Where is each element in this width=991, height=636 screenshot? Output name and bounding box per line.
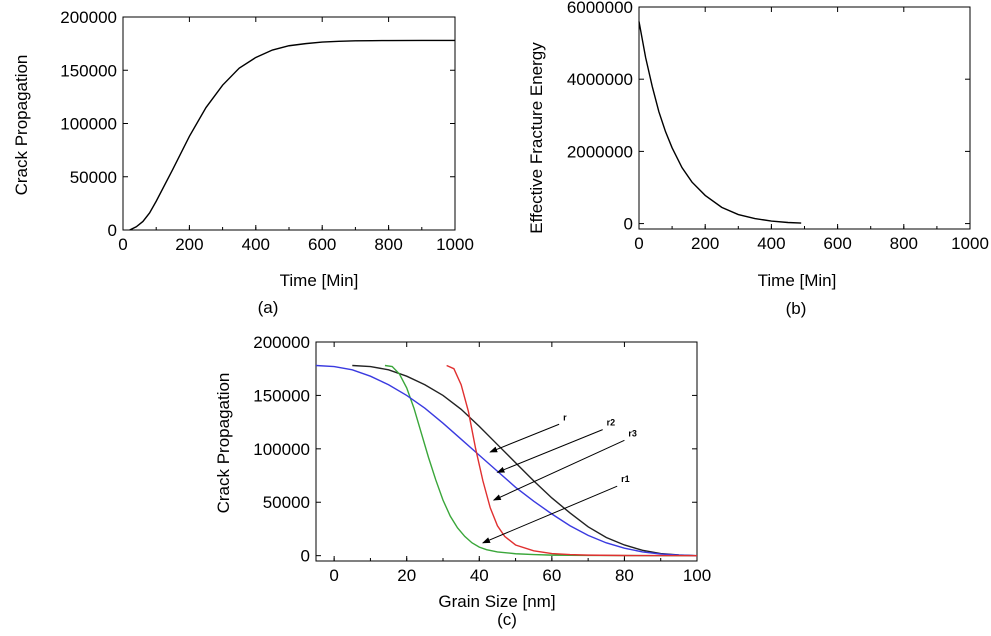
- panel-a-y-tick-label: 100000: [60, 115, 117, 134]
- panel-a-x-axis-label: Time [Min]: [280, 271, 359, 290]
- panel-a-y-tick-label: 0: [108, 221, 117, 240]
- panel-c-series: [315, 364, 698, 557]
- panel-c-y-axis-label: Crack Propagation: [214, 373, 233, 514]
- panel-a-crack-vs-time: 0 200 400 600 800 1000 0 50000 100000 150000 20000…: [12, 8, 474, 317]
- panel-c-series-r1-line: [384, 364, 698, 557]
- panel-c-y-tick-label: 200000: [253, 333, 310, 352]
- panel-c-x-tick-label: 80: [615, 566, 634, 585]
- panel-b-y-axis-label: Effective Fracture Energy: [527, 42, 546, 234]
- panel-c-y-tick-label: 100000: [253, 440, 310, 459]
- panel-c-annotation-arrow-r1: [481, 485, 618, 544]
- panel-a-plot-frame: [122, 16, 456, 231]
- panel-a-y-tick-label: 50000: [70, 168, 117, 187]
- panel-b-caption: (b): [786, 299, 807, 318]
- panel-c-y-tick-label: 50000: [263, 493, 310, 512]
- panel-c-annotation-label-r: r: [563, 412, 567, 422]
- panel-a-x-tick-label: 0: [118, 235, 127, 254]
- panel-b-x-axis-label: Time [Min]: [758, 271, 837, 290]
- panel-b-energy-vs-time: 0 200 400 600 800 10000200000040000006000000 …: [527, 0, 989, 318]
- panel-b-x-tick-label: 200: [691, 234, 719, 253]
- panel-c-series-r3-line: [446, 364, 698, 557]
- panel-c-annotations: r r2 r3 r1: [481, 412, 637, 544]
- panel-c-series-r-line: [352, 364, 698, 557]
- panel-c-crack-vs-grain-size: 0 20 40 60 80 100 0 50000 100000 150000 200000 r r2…: [214, 333, 711, 629]
- panel-a-x-tick-label: 200: [175, 235, 203, 254]
- panel-c-x-axis-label: Grain Size [nm]: [438, 592, 555, 611]
- panel-a-x-tick-label: 600: [308, 235, 336, 254]
- panel-a-caption: (a): [258, 298, 279, 317]
- panel-b-x-tick-label: 800: [890, 234, 918, 253]
- panel-c-annotation-label-r2: r2: [607, 418, 616, 428]
- panel-a-series-crack-line: [129, 39, 455, 231]
- panel-c-x-tick-label: 40: [470, 566, 489, 585]
- panel-b-x-tick-label: 0: [634, 234, 643, 253]
- panel-b-y-tick-label: 2000000: [567, 142, 633, 161]
- panel-b-y-tick-label: 0: [624, 215, 633, 234]
- panel-c-annotation-arrow-r3: [492, 439, 625, 501]
- panel-c-axis-ticks: 0 20 40 60 80 100 0 50000 100000 150000 200000: [253, 333, 711, 585]
- panel-c-plot-frame: [315, 341, 698, 562]
- panel-a-y-axis-label: Crack Propagation: [12, 55, 31, 196]
- panel-b-plot-frame: [638, 6, 971, 230]
- panel-b-x-tick-label: 600: [823, 234, 851, 253]
- panel-c-annotation-arrow-r: [489, 423, 560, 453]
- panel-b-y-tick-label: 4000000: [567, 70, 633, 89]
- panel-b-series: [638, 21, 802, 224]
- panel-b-axis-ticks: 0 200 400 600 800 1000 0 2000000 4000000 6000000: [567, 0, 989, 253]
- panel-c-caption: (c): [497, 610, 517, 629]
- panel-c-annotation-label-r3: r3: [628, 428, 637, 438]
- panel-b-series-energy-line: [638, 21, 802, 224]
- panel-c-annotation-label-r1: r1: [621, 474, 630, 484]
- panel-a-series: [129, 39, 455, 231]
- panel-c-y-tick-label: 0: [301, 547, 310, 566]
- panel-a-x-tick-label: 1000: [436, 235, 474, 254]
- panel-c-x-tick-label: 100: [683, 566, 711, 585]
- panel-c-series-r2-line: [315, 364, 698, 557]
- panel-c-x-tick-label: 0: [329, 566, 338, 585]
- panel-a-y-tick-label: 200000: [60, 8, 117, 27]
- panel-c-y-tick-label: 150000: [253, 386, 310, 405]
- panel-c-x-tick-label: 60: [542, 566, 561, 585]
- panel-a-y-tick-label: 150000: [60, 61, 117, 80]
- panel-a-x-tick-label: 800: [374, 235, 402, 254]
- panel-b-x-tick-label: 400: [757, 234, 785, 253]
- panel-b-x-tick-label: 1000: [951, 234, 989, 253]
- panel-a-axis-ticks: 0 200 400 600 800 1000 0 50000 100000 150000 20000…: [60, 8, 474, 254]
- panel-c-annotation-arrow-r2: [496, 429, 603, 473]
- panel-a-x-tick-label: 400: [242, 235, 270, 254]
- panel-b-y-tick-label: 6000000: [567, 0, 633, 17]
- panel-c-x-tick-label: 20: [397, 566, 416, 585]
